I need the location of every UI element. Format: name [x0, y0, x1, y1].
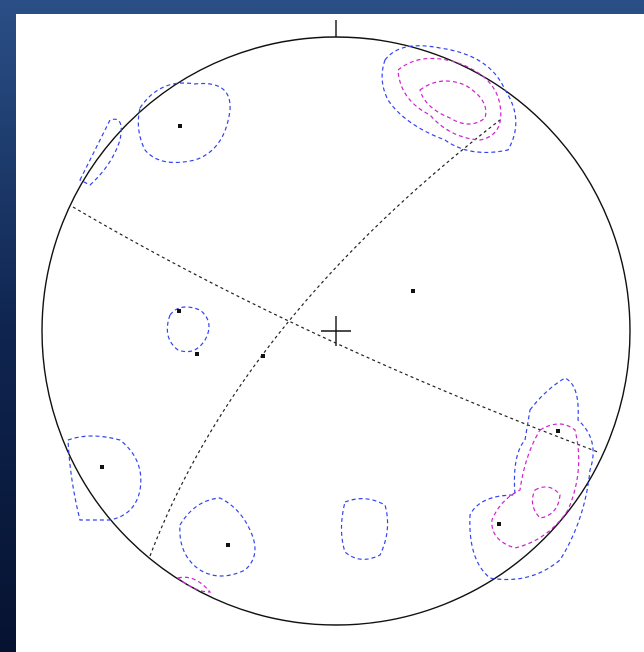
great-circle	[72, 206, 599, 453]
contour	[176, 576, 212, 593]
contour	[340, 498, 389, 560]
pole	[497, 522, 501, 526]
contour	[469, 377, 594, 581]
contour	[179, 497, 256, 577]
pole	[178, 124, 182, 128]
contour	[137, 82, 231, 163]
contour	[166, 306, 210, 353]
pole	[100, 465, 104, 469]
pole	[556, 429, 560, 433]
pole	[195, 352, 199, 356]
contour	[79, 118, 122, 186]
contour	[491, 423, 580, 549]
contour	[381, 45, 517, 154]
plot-panel	[16, 14, 644, 652]
pole	[261, 354, 265, 358]
contour	[397, 57, 502, 141]
contour	[419, 80, 487, 125]
pole	[411, 289, 415, 293]
pole	[226, 543, 230, 547]
stereonet	[41, 20, 631, 626]
contour	[531, 486, 561, 519]
contour	[67, 435, 142, 521]
pole	[177, 309, 181, 313]
